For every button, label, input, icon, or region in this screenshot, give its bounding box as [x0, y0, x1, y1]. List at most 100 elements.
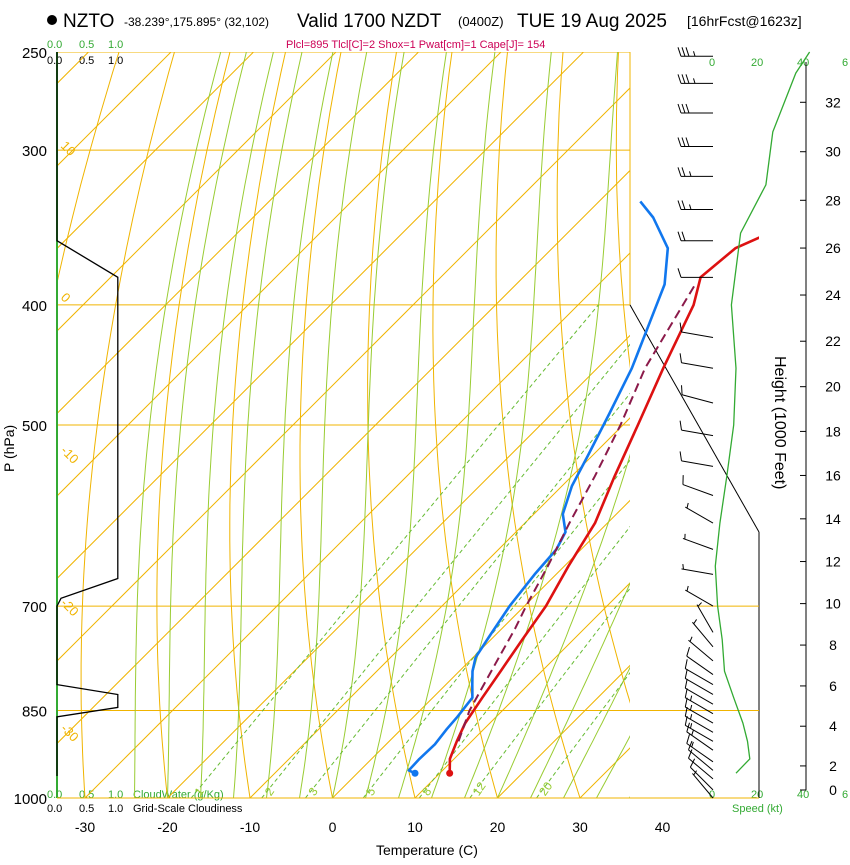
pressure-tick-700: 700: [22, 599, 47, 616]
temp-tick--10: -10: [240, 819, 260, 835]
wind-barb: [681, 564, 713, 574]
moist-adiabat-40: [663, 52, 850, 798]
mixing-ratio-label: 3: [305, 785, 320, 799]
wind-barb: [697, 603, 713, 633]
y-axis-label: P (hPa): [1, 425, 17, 472]
wind-barb-feather: [678, 74, 681, 83]
mixing-ratio-20: [537, 305, 850, 798]
wind-barb-shaft: [681, 332, 713, 338]
height-tick-4: 4: [829, 718, 837, 734]
wind-barb-feather: [678, 200, 681, 209]
temp-tick-10: 10: [407, 819, 423, 835]
speed-tick-top-1: 20: [751, 57, 763, 69]
isotherm-label: 0: [58, 290, 74, 306]
wind-barb-half-feather: [690, 204, 692, 209]
wind-barb: [688, 637, 713, 661]
height-tick-10: 10: [825, 596, 841, 612]
temp-tick--30: -30: [75, 819, 95, 835]
height-tick-26: 26: [825, 240, 841, 256]
wind-barb-half-feather: [690, 705, 691, 710]
height-tick-18: 18: [825, 423, 841, 439]
isotherm-label: 10: [58, 138, 79, 159]
wind-barb-half-feather: [690, 637, 692, 642]
valid-time: Valid 1700 NZDT: [297, 11, 442, 32]
wind-barb-feather: [682, 74, 685, 83]
speed-label: Speed (kt): [732, 803, 783, 815]
wind-barb: [692, 619, 713, 646]
wind-barb: [682, 385, 713, 403]
dewpoint-line: [409, 201, 668, 773]
wind-barb: [678, 138, 713, 147]
temp-tick-20: 20: [490, 819, 506, 835]
dry-adiabat-20: [433, 30, 498, 798]
pressure-tick-1000: 1000: [14, 791, 47, 808]
height-tick-14: 14: [825, 511, 841, 527]
wind-barb-shaft: [685, 688, 713, 704]
wind-barb-shaft: [683, 538, 713, 549]
wind-barb-half-feather: [694, 51, 696, 56]
wind-barb-feather: [686, 47, 689, 56]
wind-barb-feather: [682, 47, 685, 56]
cloud-tick-bottom-2: 1.0: [108, 803, 123, 815]
speed-tick-bottom-3: 6: [842, 789, 848, 801]
isotherm-label: -20: [58, 595, 82, 619]
height-tick-0: 0: [829, 782, 837, 798]
mixing-ratio-1: [191, 305, 598, 798]
temp-tick-30: 30: [572, 819, 588, 835]
wind-barb-shaft: [697, 605, 713, 633]
parcel-line: [459, 284, 696, 741]
moist-adiabat-36: [630, 52, 850, 798]
wind-barb-feather: [680, 451, 681, 460]
cloud-tick-top-1: 0.5: [79, 55, 94, 67]
wind-barb-shaft: [681, 430, 713, 436]
wind-barb-shaft: [681, 461, 713, 467]
wind-barb: [678, 167, 713, 176]
speed-tick-top-0: 0: [709, 57, 715, 69]
wind-barb: [678, 232, 713, 241]
valid-utc: (0400Z): [458, 14, 504, 29]
wind-barb-shaft: [685, 698, 713, 714]
wind-barb: [680, 353, 713, 368]
mixing-ratio-label: 2: [262, 785, 277, 799]
cloudiness-label: Grid-Scale Cloudiness: [133, 803, 243, 815]
height-tick-32: 32: [825, 94, 841, 110]
wind-barb-half-feather: [694, 619, 697, 623]
wind-barb-shaft: [685, 707, 713, 723]
cloudwater-bottom-ticks: 0.0 0.5 1.0 CloudWater (g/Kg) 0.0 0.5 1.…: [47, 789, 243, 815]
temperature-line: [450, 52, 850, 773]
cw-tick-top-1: 0.5: [79, 39, 94, 51]
wind-barb-shaft: [685, 507, 713, 523]
temperature-surface-point: [446, 770, 453, 777]
station-location: -38.239°,175.895° (32,102): [124, 15, 269, 29]
wind-barb: [685, 716, 713, 741]
dry-adiabat-0: [300, 30, 345, 798]
speed-top-ticks: 0 20 40 6: [709, 57, 848, 69]
height-tick-24: 24: [825, 287, 841, 303]
height-axis-label: Height (1000 Feet): [771, 356, 788, 489]
wind-barb: [678, 104, 713, 113]
wind-barb-feather: [678, 138, 681, 147]
wind-barb-feather: [686, 104, 689, 113]
cloud-tick-top-0: 0.0: [47, 55, 62, 67]
valid-date: TUE 19 Aug 2025: [517, 11, 667, 32]
pressure-tick-300: 300: [22, 143, 47, 160]
height-tick-22: 22: [825, 333, 841, 349]
wind-barb: [678, 74, 713, 83]
wind-barb: [683, 534, 713, 549]
wind-barb-feather: [686, 74, 689, 83]
wind-speed-line: [715, 52, 809, 773]
pressure-tick-500: 500: [22, 418, 47, 435]
dewpoint-surface-point: [412, 770, 419, 777]
isotherm-label: -30: [58, 721, 82, 745]
wind-barb-feather: [680, 421, 681, 430]
temp-tick-40: 40: [655, 819, 671, 835]
wind-barb-feather: [682, 385, 683, 394]
height-tick-20: 20: [825, 379, 841, 395]
wind-barb-shaft: [690, 767, 713, 790]
wind-barb: [685, 586, 713, 606]
x-axis-label: Temperature (C): [376, 842, 478, 858]
wind-barb-feather: [685, 688, 687, 697]
